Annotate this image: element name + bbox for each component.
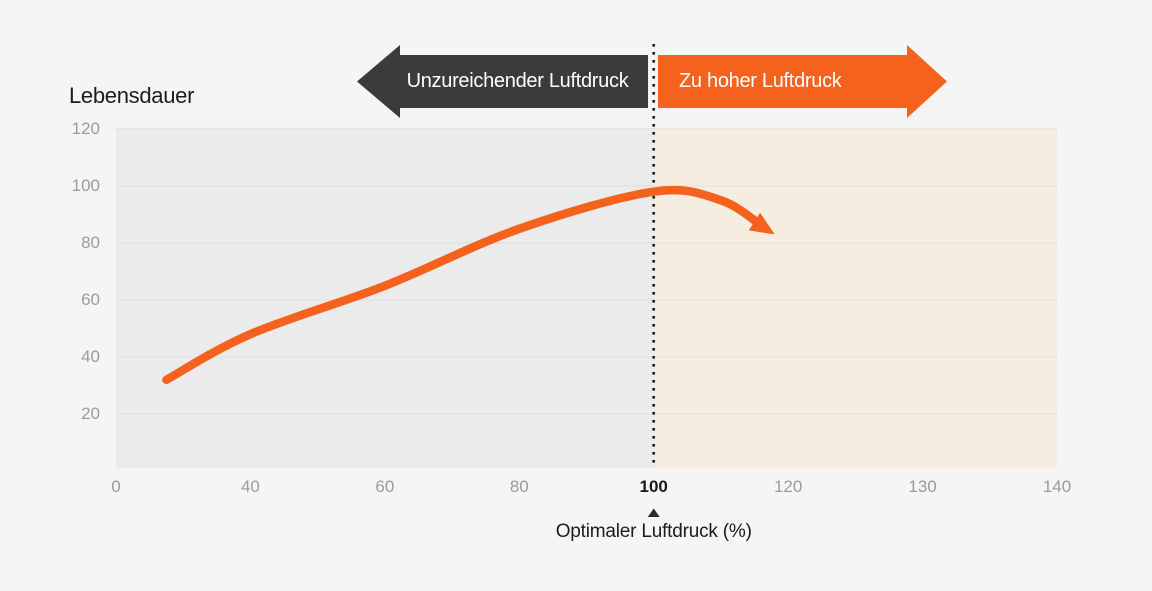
x-tick-label-100: 100 <box>639 477 668 496</box>
curve-arrowhead-icon <box>748 212 775 235</box>
banner-too-high-pressure: Zu hoher Luftdruck <box>658 45 947 118</box>
banner-insufficient-pressure: Unzureichender Luftdruck <box>357 45 648 118</box>
y-tick-label-40: 40 <box>81 347 100 366</box>
x-tick-label-130: 130 <box>908 477 937 496</box>
y-tick-label-120: 120 <box>71 119 100 138</box>
lifespan-curve <box>162 185 768 385</box>
banner-too-high-pressure-label: Zu hoher Luftdruck <box>679 70 842 92</box>
x-tick-label-40: 40 <box>240 477 260 496</box>
y-tick-label-60: 60 <box>81 290 100 309</box>
plot-region-low <box>116 128 654 468</box>
banner-insufficient-pressure-label: Unzureichender Luftdruck <box>406 70 629 92</box>
y-tick-label-80: 80 <box>81 233 100 252</box>
x-tick-label-0: 0 <box>111 477 121 496</box>
y-axis-title: Lebensdauer <box>69 83 195 108</box>
x-tick-label-80: 80 <box>509 477 529 496</box>
x-tick-label-120: 120 <box>773 477 803 496</box>
x-tick-label-60: 60 <box>375 477 395 496</box>
plot-region-high <box>653 128 1057 468</box>
optimum-marker-triangle-icon <box>647 508 660 517</box>
x-axis-title: Optimaler Luftdruck (%) <box>555 521 752 542</box>
y-tick-label-20: 20 <box>81 404 100 423</box>
y-tick-label-100: 100 <box>71 176 100 195</box>
x-tick-label-140: 140 <box>1042 477 1072 496</box>
